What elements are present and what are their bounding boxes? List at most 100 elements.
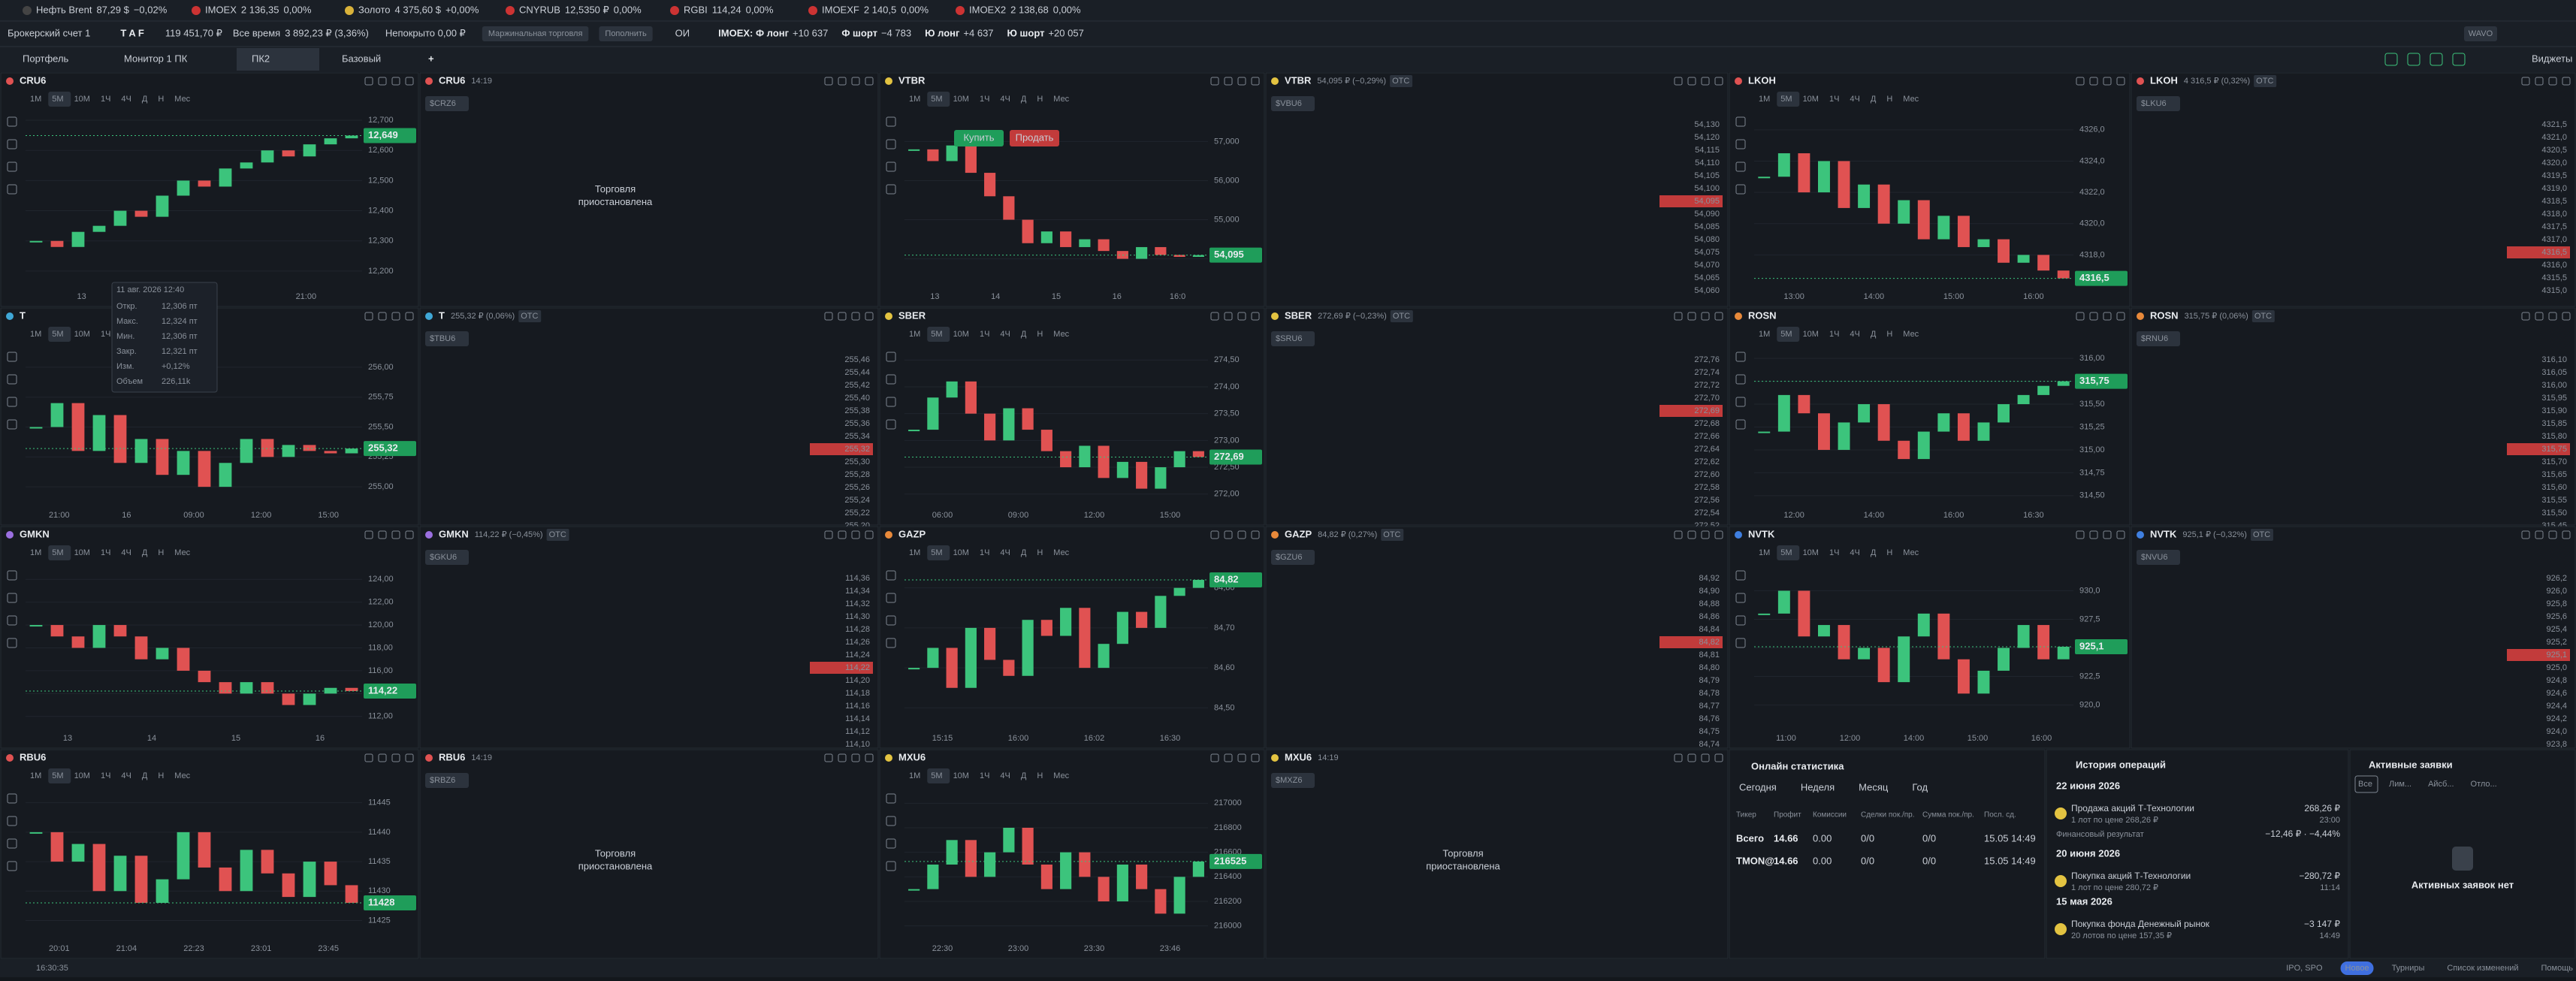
panel-icon[interactable]	[2089, 77, 2098, 86]
panel-icon[interactable]	[1224, 753, 1233, 762]
timeframe[interactable]: 4Ч	[1000, 771, 1010, 780]
timeframe[interactable]: Д	[1021, 548, 1027, 557]
timeframe[interactable]: Д	[142, 95, 148, 104]
timeframe[interactable]: 1Ч	[1829, 95, 1839, 104]
panel-icon[interactable]	[1237, 77, 1246, 86]
panel-icon[interactable]	[838, 312, 847, 321]
panel-icon[interactable]	[1210, 530, 1219, 539]
timeframe[interactable]: 1М	[30, 330, 41, 339]
timeframe[interactable]: Мес	[1903, 548, 1919, 557]
panel-icon[interactable]	[2562, 77, 2571, 86]
draw-tool[interactable]	[886, 570, 896, 581]
draw-tool[interactable]	[7, 184, 17, 195]
panel-icon[interactable]	[1687, 753, 1696, 762]
panel-icon[interactable]	[824, 753, 833, 762]
panel-icon[interactable]	[851, 312, 860, 321]
panel-icon[interactable]	[1714, 312, 1723, 321]
panel-icon[interactable]	[2089, 312, 2098, 321]
panel-icon[interactable]	[2521, 312, 2530, 321]
timeframe[interactable]: 10М	[1803, 330, 1819, 339]
toolbar-icon[interactable]	[2407, 53, 2420, 66]
panel-icon[interactable]	[2116, 312, 2125, 321]
panel-icon[interactable]	[865, 753, 874, 762]
draw-tool[interactable]	[886, 139, 896, 149]
account-select[interactable]: Брокерский счет 1	[8, 27, 90, 38]
timeframe[interactable]: 1М	[30, 548, 41, 557]
draw-tool[interactable]	[886, 397, 896, 407]
panel-icon[interactable]	[1251, 753, 1260, 762]
timeframe[interactable]: 1Ч	[1829, 330, 1839, 339]
panel-icon[interactable]	[2562, 530, 2571, 539]
timeframe[interactable]: 1М	[1759, 548, 1770, 557]
panel-icon[interactable]	[2103, 312, 2112, 321]
panel-icon[interactable]	[378, 753, 387, 762]
draw-tool[interactable]	[1735, 352, 1746, 362]
draw-tool[interactable]	[886, 838, 896, 849]
button-deposit[interactable]	[599, 26, 653, 41]
timeframe[interactable]: 10М	[953, 330, 969, 339]
draw-tool[interactable]	[7, 116, 17, 127]
panel-icon[interactable]	[851, 753, 860, 762]
panel-icon[interactable]	[378, 530, 387, 539]
timeframe[interactable]: 1М	[30, 95, 41, 104]
timeframe[interactable]: Мес	[174, 771, 190, 780]
panel-icon[interactable]	[364, 312, 373, 321]
draw-tool[interactable]	[886, 593, 896, 603]
panel-icon[interactable]	[1210, 753, 1219, 762]
draw-tool[interactable]	[7, 615, 17, 626]
panel-icon[interactable]	[2521, 530, 2530, 539]
timeframe[interactable]: 10М	[1803, 548, 1819, 557]
timeframe[interactable]: Д	[1021, 771, 1027, 780]
panel-icon[interactable]	[2535, 530, 2544, 539]
trade-button-label[interactable]: Купить	[963, 131, 994, 143]
panel-icon[interactable]	[1224, 530, 1233, 539]
timeframe[interactable]: Мес	[1053, 95, 1069, 104]
panel-icon[interactable]	[2076, 530, 2085, 539]
timeframe[interactable]: Н	[1886, 330, 1892, 339]
draw-tool[interactable]	[1735, 161, 1746, 172]
timeframe[interactable]: 1Ч	[980, 330, 989, 339]
panel-icon[interactable]	[2076, 77, 2085, 86]
tab[interactable]: Портфель	[23, 53, 69, 64]
panel-icon[interactable]	[1210, 77, 1219, 86]
status-link[interactable]: Турниры	[2392, 964, 2425, 973]
panel-icon[interactable]	[378, 312, 387, 321]
panel-icon[interactable]	[364, 77, 373, 86]
panel-icon[interactable]	[1714, 753, 1723, 762]
timeframe[interactable]: Мес	[1903, 330, 1919, 339]
draw-tool[interactable]	[1735, 116, 1746, 127]
panel-icon[interactable]	[1701, 530, 1710, 539]
panel-icon[interactable]	[2535, 312, 2544, 321]
panel-icon[interactable]	[1701, 77, 1710, 86]
draw-tool[interactable]	[7, 838, 17, 849]
timeframe[interactable]: Н	[1037, 771, 1043, 780]
timeframe[interactable]: Мес	[1053, 330, 1069, 339]
draw-tool[interactable]	[7, 816, 17, 826]
timeframe[interactable]: Д	[1871, 95, 1877, 104]
timeframe[interactable]: 5М	[931, 95, 942, 104]
timeframe[interactable]: Н	[1037, 95, 1043, 104]
timeframe[interactable]: 1М	[909, 548, 920, 557]
filter-tab[interactable]: Отло...	[2471, 780, 2497, 789]
draw-tool[interactable]	[1735, 419, 1746, 430]
timeframe[interactable]: 1Ч	[101, 771, 110, 780]
timeframe[interactable]: 5М	[52, 548, 63, 557]
timeframe[interactable]: Д	[1871, 548, 1877, 557]
draw-tool[interactable]	[7, 793, 17, 804]
draw-tool[interactable]	[886, 638, 896, 648]
draw-tool[interactable]	[1735, 615, 1746, 626]
panel-icon[interactable]	[1251, 77, 1260, 86]
timeframe[interactable]: 4Ч	[1850, 548, 1859, 557]
status-link[interactable]: Список изменений	[2447, 964, 2518, 973]
panel-icon[interactable]	[838, 753, 847, 762]
panel-icon[interactable]	[865, 77, 874, 86]
timeframe[interactable]: 1М	[909, 771, 920, 780]
draw-tool[interactable]	[7, 397, 17, 407]
draw-tool[interactable]	[1735, 184, 1746, 195]
panel-icon[interactable]	[838, 77, 847, 86]
draw-tool[interactable]	[7, 570, 17, 581]
timeframe[interactable]: 5М	[1780, 548, 1792, 557]
tab[interactable]: ПК2	[252, 53, 270, 64]
timeframe[interactable]: 10М	[74, 548, 90, 557]
button-label[interactable]: Маржинальная торговля	[488, 29, 583, 38]
